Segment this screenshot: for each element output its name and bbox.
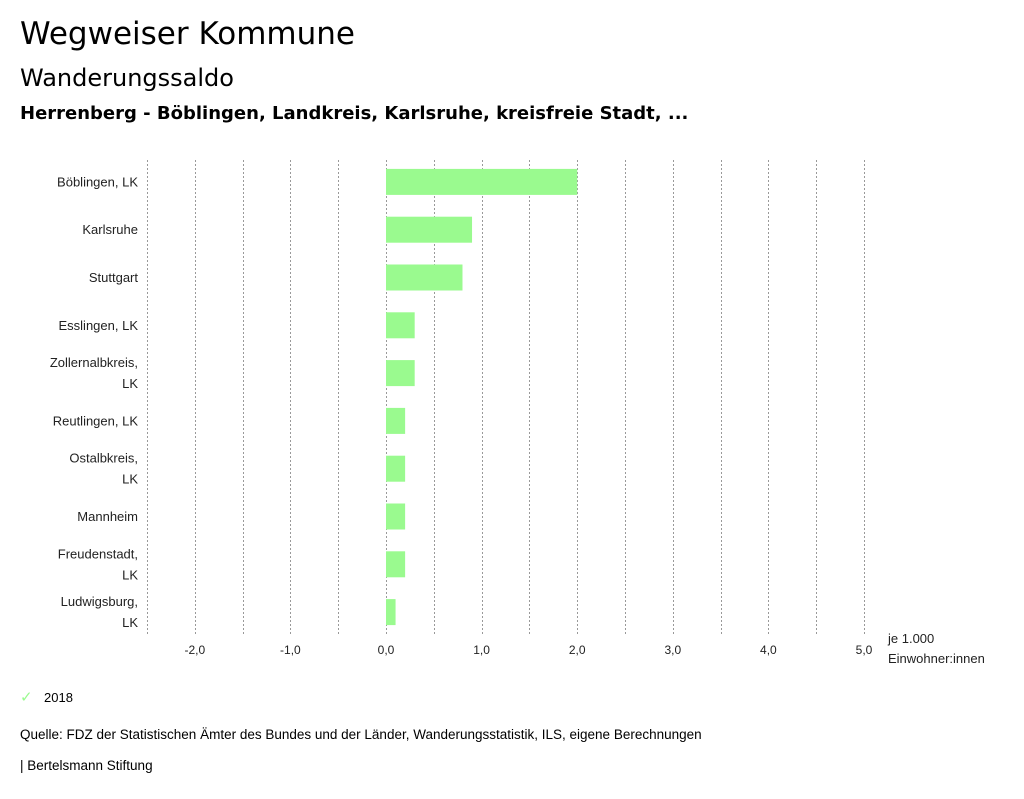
legend[interactable]: ✓ 2018 [20,688,73,706]
credit-note[interactable]: | Bertelsmann Stiftung [20,758,153,773]
x-tick-label: 2,0 [569,643,586,657]
bars [386,168,578,626]
bar [386,407,406,434]
x-tick-label: 0,0 [378,643,395,657]
x-tick-label: 4,0 [760,643,777,657]
bar [386,168,578,195]
chart-subtitle: Wanderungssaldo [20,64,234,92]
grid-lines [147,160,865,636]
check-icon: ✓ [20,689,33,706]
x-tick-label: -2,0 [184,643,205,657]
bar [386,264,463,291]
bar [386,551,406,578]
category-label: Stuttgart [89,270,139,285]
bar-chart: Böblingen, LK Karlsruhe Stuttgart Esslingen… [50,160,985,666]
bar [386,599,396,626]
category-label: Zollernalbkreis, [50,355,138,370]
region-selection: Herrenberg - Böblingen, Landkreis, Karls… [20,103,689,124]
legend-label: 2018 [44,689,73,705]
bar [386,455,406,482]
unit-label-line2: Einwohner:innen [888,651,985,666]
bar [386,312,415,339]
bar [386,503,406,530]
category-label: LK [122,472,138,487]
bar [386,216,473,243]
x-tick-label: 5,0 [856,643,873,657]
category-label: LK [122,567,138,582]
chart-title: Wegweiser Kommune [20,16,355,52]
category-label: Karlsruhe [82,222,138,237]
bar [386,360,415,387]
x-tick-label: 1,0 [473,643,490,657]
category-label: LK [122,376,138,391]
source-note: Quelle: FDZ der Statistischen Ämter des … [20,727,702,742]
x-tick-label: -1,0 [280,643,301,657]
category-label: Reutlingen, LK [53,413,139,428]
category-label: Ostalbkreis, [69,451,138,466]
category-label: LK [122,615,138,630]
category-label: Esslingen, LK [59,318,139,333]
unit-label-line1: je 1.000 [887,631,934,646]
x-tick-labels: -2,0 -1,0 0,0 1,0 2,0 3,0 4,0 5,0 [184,643,872,657]
category-label: Ludwigsburg, [61,594,138,609]
category-labels: Böblingen, LK Karlsruhe Stuttgart Esslingen… [50,174,139,630]
category-label: Böblingen, LK [57,174,138,189]
x-tick-label: 3,0 [664,643,681,657]
category-label: Mannheim [77,509,138,524]
category-label: Freudenstadt, [58,546,138,561]
